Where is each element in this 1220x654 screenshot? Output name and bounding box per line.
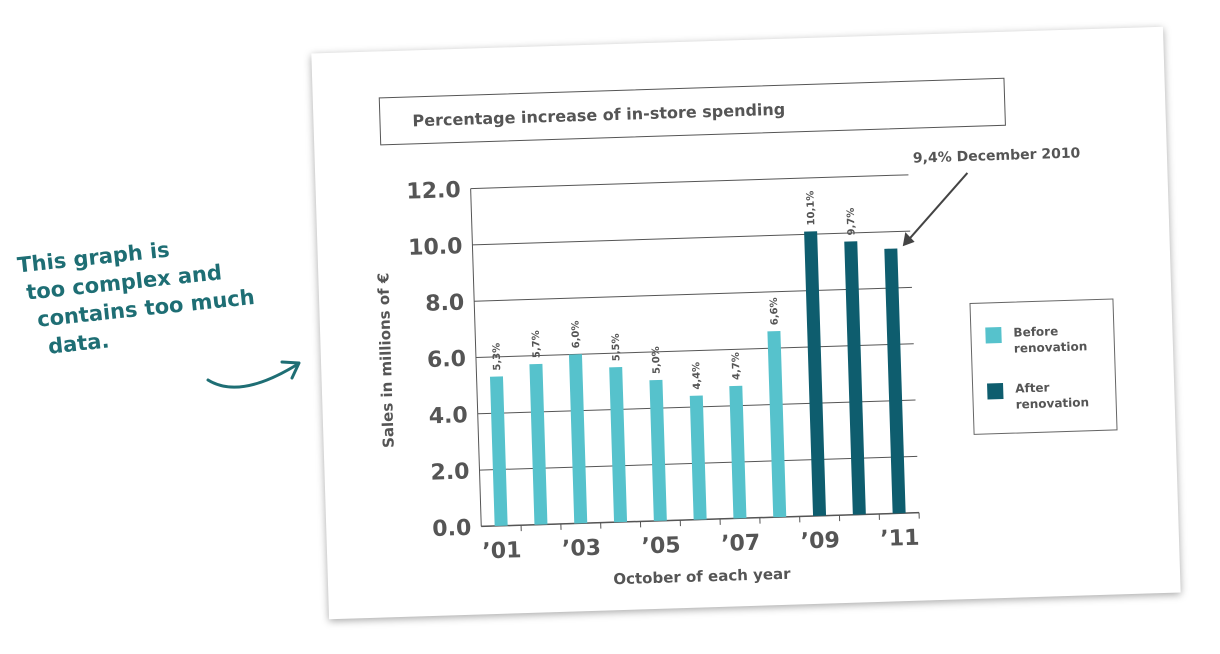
- x-tick-label: ’01: [482, 538, 522, 564]
- bar: [568, 354, 588, 524]
- chart-canvas: 0.0 2.0 4.0 6.0 8.0 10.0 12.0 5,3% 5,7% 6,0% 5,5% 5…: [374, 145, 1081, 589]
- gridline: [472, 230, 911, 246]
- y-tick-label: 12.0: [406, 178, 461, 205]
- x-tick-label: ’05: [641, 533, 681, 559]
- gridline: [470, 174, 909, 190]
- annotation-note: This graph is too complex and contains t…: [12, 227, 259, 363]
- data-label: 9,7%: [846, 208, 858, 236]
- bar: [729, 385, 747, 519]
- bar: [529, 363, 548, 525]
- x-tick-label: ’09: [800, 528, 840, 554]
- y-tick-label: 4.0: [428, 403, 468, 429]
- data-label: 5,7%: [531, 330, 543, 358]
- bar: [884, 248, 906, 514]
- data-label: 6,0%: [570, 320, 582, 348]
- x-tick-label: ’07: [721, 531, 761, 557]
- legend-item-before: Before renovation: [985, 322, 1104, 358]
- data-label: 5,0%: [651, 346, 663, 374]
- data-label: 5,3%: [491, 343, 503, 371]
- bar: [767, 331, 787, 518]
- y-axis-label: Sales in millions of €: [374, 272, 397, 448]
- data-label: 5,5%: [611, 333, 623, 361]
- bar: [609, 366, 628, 523]
- data-label: 10,1%: [805, 191, 817, 226]
- bar: [489, 376, 508, 526]
- callout-label: 9,4% December 2010: [913, 145, 1081, 166]
- x-tick-label: ’03: [562, 536, 602, 562]
- legend-label-before: Before renovation: [1013, 324, 1088, 356]
- callout-arrow-head: [902, 232, 915, 247]
- y-tick-label: 6.0: [427, 347, 467, 373]
- callout-arrow-line: [903, 172, 969, 245]
- bar: [689, 395, 707, 520]
- x-axis-label: October of each year: [613, 565, 791, 589]
- y-tick-label: 8.0: [425, 291, 465, 317]
- legend-label-after: After renovation: [1014, 380, 1090, 412]
- chart-legend: Before renovation After renovation: [969, 298, 1118, 435]
- gridline: [474, 286, 912, 302]
- legend-swatch-before: [985, 326, 1002, 344]
- annotation-arrow-icon: [206, 360, 301, 389]
- chart-card: 0.0 2.0 4.0 6.0 8.0 10.0 12.0 5,3% 5,7% 6,0% 5,5% 5…: [311, 26, 1181, 620]
- bar: [649, 379, 667, 521]
- data-label: 4,7%: [731, 352, 743, 380]
- legend-swatch-after: [987, 382, 1004, 400]
- y-tick-label: 0.0: [432, 516, 472, 542]
- x-tick-label: ’11: [880, 526, 920, 552]
- legend-item-after: After renovation: [987, 378, 1106, 414]
- gridline: [475, 343, 914, 358]
- bar: [804, 231, 827, 516]
- y-tick-label: 2.0: [430, 459, 470, 485]
- data-label: 4,4%: [691, 362, 703, 390]
- bar: [844, 241, 866, 515]
- data-label: 6,6%: [769, 297, 781, 325]
- y-axis: [470, 188, 482, 527]
- y-tick-label: 10.0: [408, 234, 463, 261]
